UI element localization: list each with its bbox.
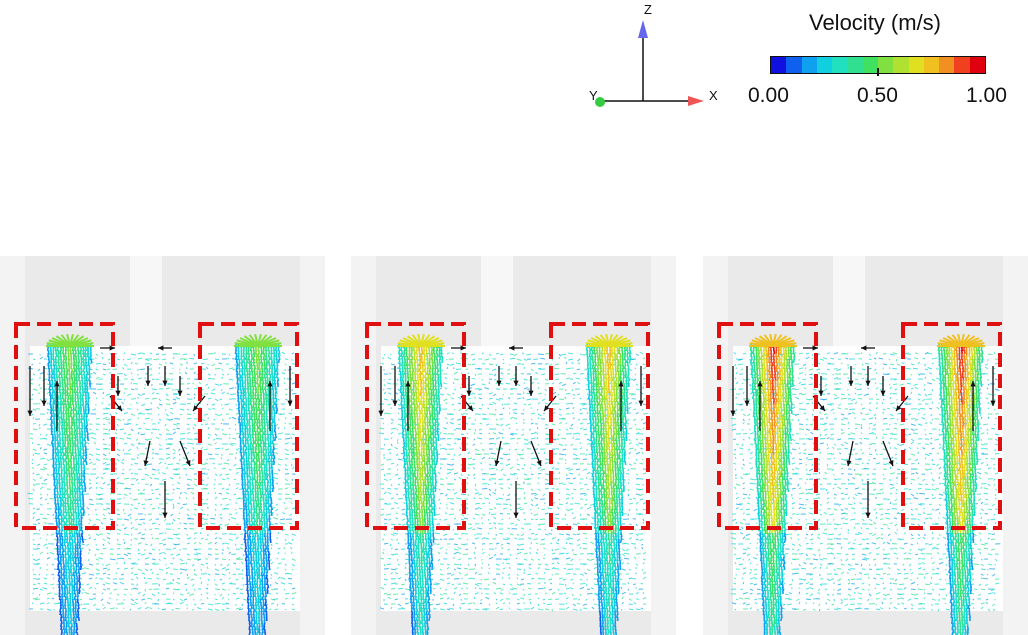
panel-low [0,256,325,635]
legend-min-label: 0.00 [748,84,789,107]
legend-title: Velocity (m/s) [808,10,942,35]
highlight-regions [717,322,1002,530]
velocity-vectors [378,351,648,612]
legend-color-step [801,57,817,73]
legend-color-step [877,57,894,73]
legend-color-step [908,57,924,73]
velocity-legend: Velocity (m/s) 0.00 0.50 1.00 [740,6,1010,116]
circulation-arrows [378,345,644,518]
legend-color-step [771,57,787,73]
x-axis-label: X [709,88,718,103]
legend-color-step [939,57,955,73]
legend-mid-tick [877,68,879,76]
z-axis-label: Z [644,2,652,17]
coordinate-axes: Z X Y [586,0,726,115]
y-axis-label: Y [589,88,598,103]
circulation-arrows [27,345,293,518]
jet-plumes [397,333,633,635]
legend-max-label: 1.00 [966,84,1007,107]
highlight-regions [365,322,650,530]
legend-color-step [893,57,909,73]
circulation-arrows [730,345,996,518]
panel-high [703,256,1028,635]
legend-color-step [832,57,848,73]
jet-plumes [749,333,985,635]
legend-color-step [862,57,878,73]
legend-color-step [786,57,802,73]
legend-mid-label: 0.50 [857,84,898,107]
jet-plumes [46,333,282,635]
legend-color-step [816,57,833,73]
legend-color-step [847,57,863,73]
highlight-regions [14,322,299,530]
velocity-vectors [730,351,1001,612]
panel-mid [351,256,676,635]
legend-color-step [954,57,970,73]
legend-color-step [923,57,940,73]
legend-color-step [969,57,985,73]
